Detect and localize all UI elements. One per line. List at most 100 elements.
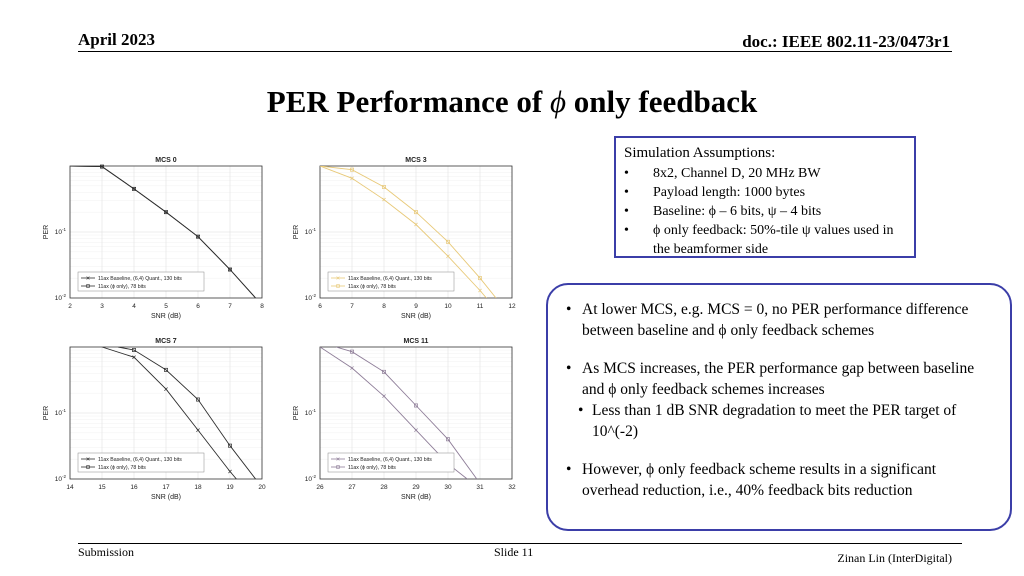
observation-text: However, ϕ only feedback scheme results … <box>582 461 937 499</box>
x-axis-label: SNR (dB) <box>151 313 181 320</box>
legend-label: 11ax Baseline, (6,4) Quant., 130 bits <box>348 457 432 463</box>
data-point-marker <box>414 428 418 432</box>
observation-sub-text: Less than 1 dB SNR degradation to meet t… <box>592 402 957 440</box>
bullet-dot: • <box>624 223 629 238</box>
header-date: April 2023 <box>78 30 155 49</box>
data-point-marker <box>228 443 232 448</box>
observation-sub-bullet: • Less than 1 dB SNR degradation to meet … <box>578 400 996 442</box>
legend-label: 11ax (ϕ only), 78 bits <box>98 465 146 471</box>
observation-bullet: • However, ϕ only feedback scheme results… <box>566 459 996 501</box>
data-point-marker <box>414 403 418 408</box>
data-point-marker <box>446 239 450 244</box>
y-axis-label: PER <box>43 225 50 239</box>
plot-frame <box>319 346 513 480</box>
data-point-marker <box>414 210 418 215</box>
data-point-marker <box>350 349 354 354</box>
x-tick-label: 27 <box>348 484 356 491</box>
x-tick-label: 6 <box>196 303 200 310</box>
observation-bullet: • At lower MCS, e.g. MCS = 0, no PER perf… <box>566 299 996 341</box>
assumption-item: • Baseline: ϕ – 6 bits, ψ – 4 bits <box>624 202 914 221</box>
plot-frame <box>69 165 263 299</box>
series-line <box>117 347 256 479</box>
legend-label: 11ax Baseline, (6,4) Quant., 130 bits <box>98 457 182 463</box>
simulation-assumptions-box: Simulation Assumptions: • 8x2, Channel D,… <box>614 136 916 258</box>
y-tick-label: 10-1 <box>305 227 317 236</box>
assumption-item: • 8x2, Channel D, 20 MHz BW <box>624 164 914 183</box>
x-tick-label: 17 <box>162 484 170 491</box>
legend-label: 11ax Baseline, (6,4) Quant., 130 bits <box>98 276 182 282</box>
slide-title: PER Performance of ϕ only feedback <box>0 84 1024 120</box>
x-tick-label: 12 <box>508 303 516 310</box>
data-point-marker <box>382 185 386 189</box>
legend-marker <box>336 276 340 280</box>
assumption-text: 8x2, Channel D, 20 MHz BW <box>653 166 821 181</box>
legend-label: 11ax (ϕ only), 78 bits <box>98 284 146 290</box>
legend-marker <box>86 457 90 461</box>
x-tick-label: 7 <box>228 303 232 310</box>
chart-panel <box>319 346 513 480</box>
data-point-marker <box>382 369 386 374</box>
data-point-marker <box>164 367 168 372</box>
data-point-marker <box>414 222 418 227</box>
x-tick-label: 19 <box>226 484 234 491</box>
legend-box <box>77 452 205 473</box>
bullet-dot: • <box>566 301 572 318</box>
chart-panel <box>319 165 513 299</box>
assumption-text: Baseline: ϕ – 6 bits, ψ – 4 bits <box>653 204 822 219</box>
legend-marker <box>336 465 340 469</box>
title-phi-symbol: ϕ <box>549 84 567 119</box>
x-tick-label: 5 <box>164 303 168 310</box>
legend-label: 11ax (ϕ only), 78 bits <box>348 465 396 471</box>
data-point-marker <box>196 397 200 402</box>
data-point-marker <box>446 254 450 259</box>
observation-bullet: • As MCS increases, the PER performance g… <box>566 358 996 400</box>
plot-frame <box>319 165 513 299</box>
x-axis-label: SNR (dB) <box>401 494 431 501</box>
x-tick-label: 28 <box>380 484 388 491</box>
y-tick-label: 10-1 <box>55 227 67 236</box>
x-tick-label: 3 <box>100 303 104 310</box>
assumptions-heading: Simulation Assumptions: <box>624 145 776 161</box>
legend-marker <box>336 457 340 461</box>
x-tick-label: 30 <box>444 484 452 491</box>
observation-text: As MCS increases, the PER performance ga… <box>582 360 975 398</box>
x-tick-label: 11 <box>477 303 484 310</box>
chart-panel <box>69 164 263 299</box>
observations-box: • At lower MCS, e.g. MCS = 0, no PER perf… <box>546 283 1012 531</box>
bullet-dot: • <box>624 166 629 181</box>
series-line <box>335 347 478 479</box>
legend-label: 11ax (ϕ only), 78 bits <box>348 284 396 290</box>
data-point-marker <box>228 469 232 474</box>
data-point-marker <box>132 355 136 360</box>
data-point-marker <box>164 387 168 391</box>
data-point-marker <box>478 276 482 281</box>
y-axis-label: PER <box>43 406 50 420</box>
chart-title: MCS 0 <box>155 157 177 164</box>
y-axis-label: PER <box>293 406 300 420</box>
y-axis-label: PER <box>293 225 300 239</box>
y-tick-label: 10-1 <box>305 408 317 417</box>
data-point-marker <box>196 428 200 432</box>
series-line <box>70 166 256 298</box>
bullet-dot: • <box>578 402 584 419</box>
x-tick-label: 15 <box>98 484 106 491</box>
footer-rule <box>78 543 962 544</box>
title-prefix: PER Performance of <box>266 84 550 119</box>
per-plots: 2 3 4 5 6 7 8 10-1 10-2 MCS 0 SNR (dB) PER 11ax Base… <box>43 157 516 501</box>
data-point-marker <box>100 164 104 169</box>
chart-panel <box>69 346 263 480</box>
y-tick-label: 10-2 <box>305 474 317 483</box>
legend-box <box>327 452 455 473</box>
y-tick-label: 10-2 <box>55 293 67 302</box>
x-tick-label: 32 <box>508 484 516 491</box>
data-point-marker <box>350 366 354 370</box>
data-point-marker <box>350 167 354 172</box>
x-tick-label: 20 <box>258 484 266 491</box>
bullet-dot: • <box>624 185 629 200</box>
y-tick-label: 10-2 <box>305 293 317 302</box>
data-point-marker <box>196 234 200 239</box>
legend-box <box>327 271 455 292</box>
data-point-marker <box>132 348 136 352</box>
y-tick-label: 10-1 <box>55 408 67 417</box>
bullet-dot: • <box>624 204 629 219</box>
